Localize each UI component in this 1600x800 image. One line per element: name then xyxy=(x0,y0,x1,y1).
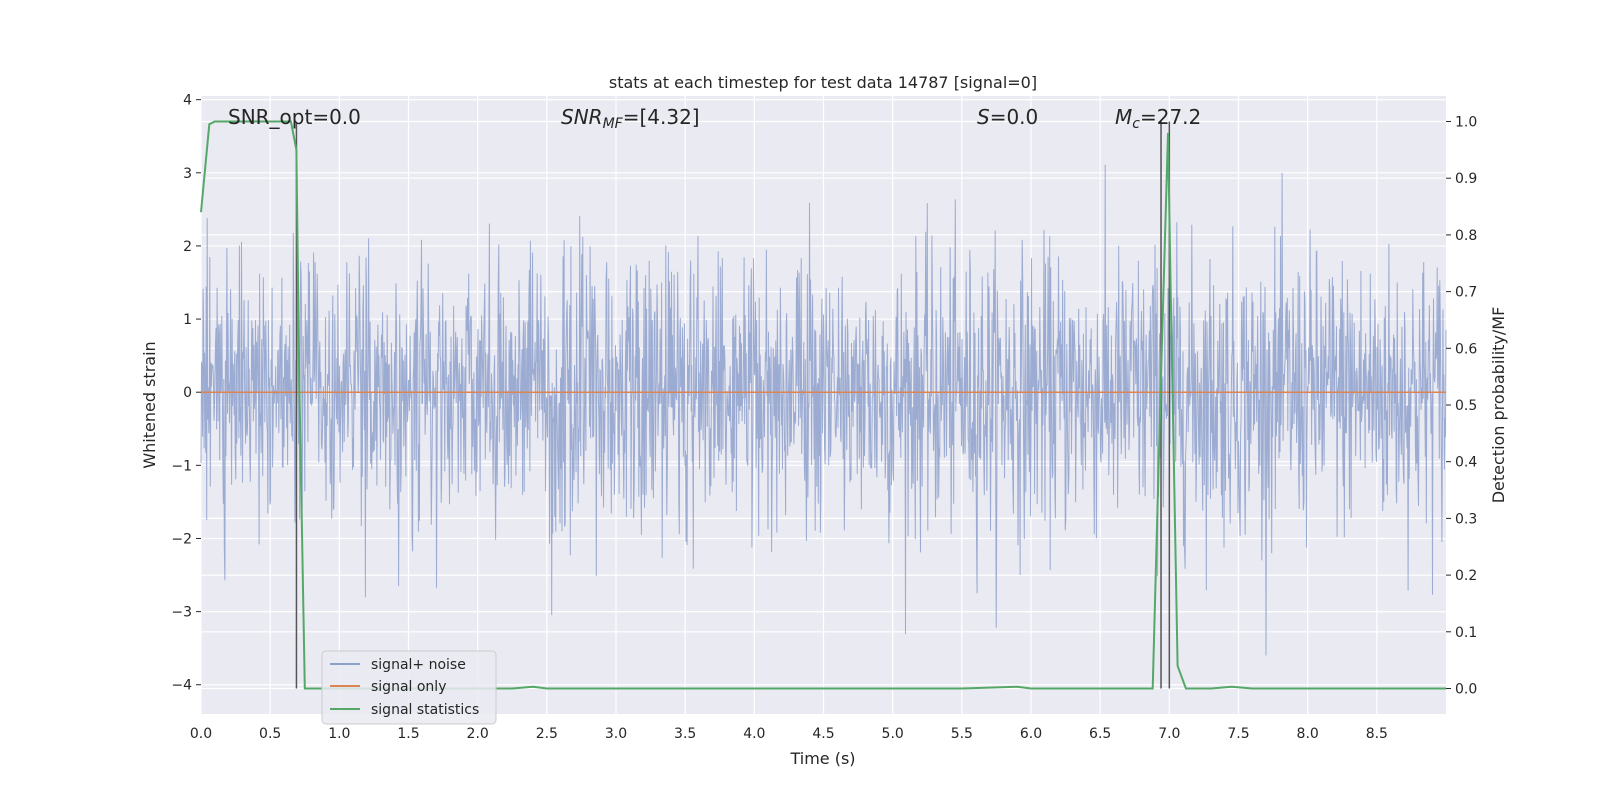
legend-label-signal-statistics: signal statistics xyxy=(371,702,479,718)
x-tick-label: 0.0 xyxy=(190,726,212,742)
y-right-tick-label: 0.4 xyxy=(1455,455,1477,471)
x-tick-label: 7.5 xyxy=(1227,726,1249,742)
x-tick-label: 2.5 xyxy=(536,726,558,742)
x-tick-label: 8.0 xyxy=(1297,726,1319,742)
x-axis-label: Time (s) xyxy=(789,749,855,768)
y-axis-left-label: Whitened strain xyxy=(140,341,159,468)
y-right-tick-label: 0.6 xyxy=(1455,341,1477,357)
x-tick-label: 3.5 xyxy=(674,726,696,742)
x-tick-label: 5.0 xyxy=(882,726,904,742)
x-axis-ticks: 0.0 0.5 1.0 1.5 2.0 2.5 3.0 3.5 4.0 4.5 5.0 5.5 6.0 6… xyxy=(190,726,1388,742)
y-left-tick-label: −4 xyxy=(171,678,192,694)
x-tick-label: 8.5 xyxy=(1366,726,1388,742)
legend: signal+ noise signal only signal statist… xyxy=(321,650,497,725)
chart-title: stats at each timestep for test data 147… xyxy=(609,73,1037,92)
y-left-tick-label: 2 xyxy=(183,239,192,255)
annotations: SNR_opt=0.0 SNRMF=[4.32] S=0.0 Mc=27.2 xyxy=(228,105,1201,132)
annotation-s: S=0.0 xyxy=(977,105,1038,129)
y-right-tick-label: 0.5 xyxy=(1455,398,1477,414)
x-tick-label: 6.0 xyxy=(1020,726,1042,742)
x-tick-label: 4.5 xyxy=(812,726,834,742)
x-tick-label: 4.0 xyxy=(743,726,765,742)
x-tick-label: 1.5 xyxy=(397,726,419,742)
y-axis-left-ticks: 4 3 2 1 0 −1 −2 −3 −4 xyxy=(171,93,201,694)
legend-label-signal-only: signal only xyxy=(371,679,446,695)
y-left-tick-label: −1 xyxy=(171,458,192,474)
annotation-snr-mf: SNRMF=[4.32] xyxy=(561,105,700,132)
y-right-tick-label: 0.1 xyxy=(1455,625,1477,641)
y-left-tick-label: −3 xyxy=(171,605,192,621)
y-left-tick-label: 4 xyxy=(183,93,192,109)
y-left-tick-label: 3 xyxy=(183,166,192,182)
y-right-tick-label: 0.0 xyxy=(1455,681,1477,697)
y-right-tick-label: 0.3 xyxy=(1455,511,1477,527)
y-left-tick-label: 0 xyxy=(183,385,192,401)
y-right-tick-label: 0.7 xyxy=(1455,285,1477,301)
y-left-tick-label: −2 xyxy=(171,531,192,547)
y-right-tick-label: 0.8 xyxy=(1455,228,1477,244)
y-right-tick-label: 1.0 xyxy=(1455,115,1477,131)
y-left-tick-label: 1 xyxy=(183,312,192,328)
y-right-tick-label: 0.2 xyxy=(1455,568,1477,584)
series-signal-plus-noise xyxy=(200,164,1447,656)
annotation-mc: Mc=27.2 xyxy=(1115,105,1201,132)
statistics-line xyxy=(200,120,1446,690)
noise-line xyxy=(200,164,1447,656)
x-tick-label: 3.0 xyxy=(605,726,627,742)
x-tick-label: 0.5 xyxy=(259,726,281,742)
x-tick-label: 6.5 xyxy=(1089,726,1111,742)
x-tick-label: 5.5 xyxy=(951,726,973,742)
legend-label-signal-plus-noise: signal+ noise xyxy=(371,657,466,673)
x-tick-label: 2.0 xyxy=(467,726,489,742)
y-axis-right-ticks: 1.0 0.9 0.8 0.7 0.6 0.5 0.4 0.3 0.2 0.1 0.0 xyxy=(1446,115,1477,697)
series-signal-statistics xyxy=(200,120,1446,690)
x-tick-label: 1.0 xyxy=(328,726,350,742)
y-right-tick-label: 0.9 xyxy=(1455,171,1477,187)
y-axis-right-label: Detection probability/MF xyxy=(1489,307,1508,504)
x-tick-label: 7.0 xyxy=(1158,726,1180,742)
legend-box xyxy=(321,650,497,725)
annotation-snr-opt: SNR_opt=0.0 xyxy=(228,105,361,129)
